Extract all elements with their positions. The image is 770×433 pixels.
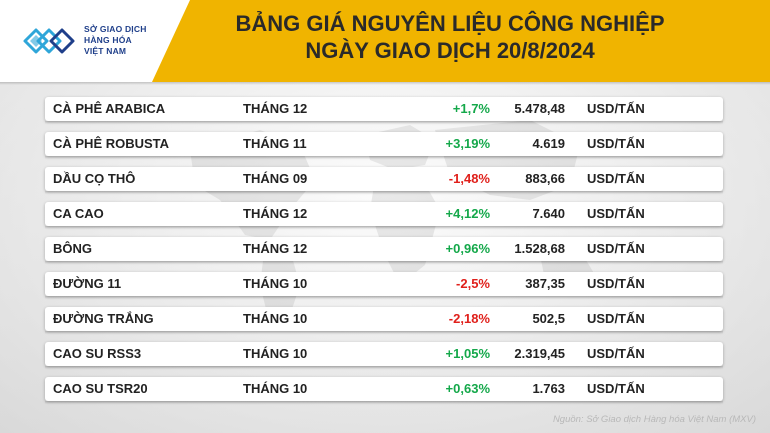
contract-month: THÁNG 10 <box>243 276 308 291</box>
change-percent: +1,7% <box>452 101 490 116</box>
price-unit: USD/TẤN <box>587 346 645 361</box>
contract-month: THÁNG 10 <box>243 346 308 361</box>
change-percent: +0,96% <box>445 241 490 256</box>
logo: SỞ GIAO DỊCH HÀNG HÓA VIỆT NAM <box>0 0 190 82</box>
table-row: CAO SU RSS3 THÁNG 10 +1,05% 2.319,45 USD… <box>45 342 723 369</box>
price-unit: USD/TẤN <box>587 101 645 116</box>
logo-text: SỞ GIAO DỊCH HÀNG HÓA VIỆT NAM <box>84 24 147 57</box>
header-right-tab <box>752 0 770 82</box>
change-percent: +3,19% <box>445 136 490 151</box>
price-value: 5.478,48 <box>514 101 565 116</box>
contract-month: THÁNG 10 <box>243 311 308 326</box>
table-row: CA CAO THÁNG 12 +4,12% 7.640 USD/TẤN <box>45 202 723 229</box>
commodity-name: ĐƯỜNG 11 <box>53 276 122 291</box>
change-percent: +0,63% <box>445 381 490 396</box>
table-row: CÀ PHÊ ROBUSTA THÁNG 11 +3,19% 4.619 USD… <box>45 132 723 159</box>
header: SỞ GIAO DỊCH HÀNG HÓA VIỆT NAM BẢNG GIÁ … <box>0 0 770 88</box>
price-value: 1.528,68 <box>514 241 565 256</box>
commodity-name: CÀ PHÊ ROBUSTA <box>53 136 170 151</box>
change-percent: -2,18% <box>448 311 490 326</box>
price-value: 502,5 <box>532 311 565 326</box>
commodity-name: CAO SU TSR20 <box>53 381 148 396</box>
price-unit: USD/TẤN <box>587 206 645 221</box>
commodity-name: CÀ PHÊ ARABICA <box>53 101 166 116</box>
price-value: 1.763 <box>532 381 565 396</box>
price-unit: USD/TẤN <box>587 276 645 291</box>
logo-line-1: SỞ GIAO DỊCH <box>84 24 147 34</box>
table-row: BÔNG THÁNG 12 +0,96% 1.528,68 USD/TẤN <box>45 237 723 264</box>
price-unit: USD/TẤN <box>587 136 645 151</box>
logo-line-3: VIỆT NAM <box>84 46 127 56</box>
price-value: 4.619 <box>532 136 565 151</box>
price-value: 7.640 <box>532 206 565 221</box>
table-row: ĐƯỜNG TRẮNG THÁNG 10 -2,18% 502,5 USD/TẤ… <box>45 307 723 334</box>
price-unit: USD/TẤN <box>587 171 645 186</box>
source-note: Nguồn: Sở Giao dịch Hàng hóa Việt Nam (M… <box>552 414 756 425</box>
contract-month: THÁNG 09 <box>243 171 308 186</box>
logo-line-2: HÀNG HÓA <box>84 35 132 45</box>
contract-month: THÁNG 12 <box>243 101 308 116</box>
change-percent: +4,12% <box>445 206 490 221</box>
price-value: 2.319,45 <box>514 346 565 361</box>
commodity-name: ĐƯỜNG TRẮNG <box>53 311 154 326</box>
change-percent: -2,5% <box>456 276 490 291</box>
contract-month: THÁNG 10 <box>243 381 308 396</box>
mxv-logo-icon <box>23 28 75 54</box>
contract-month: THÁNG 12 <box>243 241 308 256</box>
contract-month: THÁNG 12 <box>243 206 308 221</box>
price-value: 883,66 <box>525 171 565 186</box>
commodity-name: BÔNG <box>53 241 92 256</box>
change-percent: +1,05% <box>445 346 490 361</box>
change-percent: -1,48% <box>448 171 490 186</box>
commodity-name: CA CAO <box>53 206 104 221</box>
commodity-name: CAO SU RSS3 <box>53 346 142 361</box>
table-row: DẦU CỌ THÔ THÁNG 09 -1,48% 883,66 USD/TẤ… <box>45 167 723 194</box>
title-line-2: NGÀY GIAO DỊCH 20/8/2024 <box>305 38 595 63</box>
page-title: BẢNG GIÁ NGUYÊN LIỆU CÔNG NGHIỆP NGÀY GI… <box>190 10 710 64</box>
table-row: ĐƯỜNG 11 THÁNG 10 -2,5% 387,35 USD/TẤN <box>45 272 723 299</box>
contract-month: THÁNG 11 <box>243 136 307 151</box>
price-unit: USD/TẤN <box>587 381 645 396</box>
commodity-name: DẦU CỌ THÔ <box>53 171 136 186</box>
table-row: CAO SU TSR20 THÁNG 10 +0,63% 1.763 USD/T… <box>45 377 723 404</box>
table-row: CÀ PHÊ ARABICA THÁNG 12 +1,7% 5.478,48 U… <box>45 97 723 124</box>
price-unit: USD/TẤN <box>587 311 645 326</box>
title-line-1: BẢNG GIÁ NGUYÊN LIỆU CÔNG NGHIỆP <box>235 11 665 36</box>
price-value: 387,35 <box>525 276 565 291</box>
price-unit: USD/TẤN <box>587 241 645 256</box>
